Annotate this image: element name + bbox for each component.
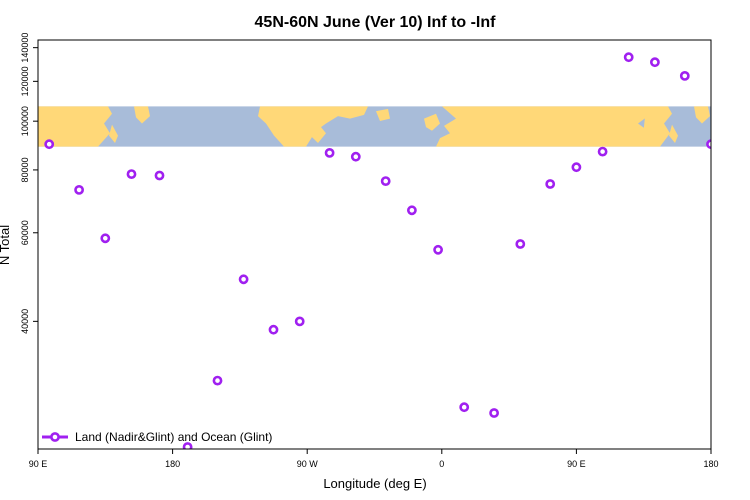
data-point xyxy=(100,233,111,244)
chart-title: 45N-60N June (Ver 10) Inf to -Inf xyxy=(255,14,497,31)
land-kamchatka-repeat xyxy=(694,106,710,124)
legend-label: Land (Nadir&Glint) and Ocean (Glint) xyxy=(75,430,272,444)
data-point xyxy=(212,375,223,386)
y-axis-label: N Total xyxy=(0,225,12,265)
land-great-lakes-region xyxy=(308,125,326,143)
x-tick-label: 0 xyxy=(439,459,444,469)
land-north-america xyxy=(258,106,368,147)
data-point xyxy=(238,274,249,285)
data-point xyxy=(489,408,499,418)
x-tick-label: 180 xyxy=(165,459,180,469)
world-map-band xyxy=(38,106,711,147)
legend-marker xyxy=(50,432,60,442)
y-tick-label: 80000 xyxy=(20,157,30,182)
land-newfoundland xyxy=(376,108,390,122)
land-asia xyxy=(38,106,112,147)
plot-frame xyxy=(37,39,712,450)
x-tick-label: 180 xyxy=(703,459,718,469)
y-tick-label: 140000 xyxy=(20,33,30,63)
land-japan-repeat xyxy=(669,124,678,143)
data-point xyxy=(571,162,582,173)
y-tick-label: 100000 xyxy=(20,106,30,136)
data-points xyxy=(44,52,711,449)
data-point xyxy=(623,52,634,63)
y-tick-label: 120000 xyxy=(20,66,30,96)
data-point xyxy=(74,184,84,195)
x-axis-label: Longitude (deg E) xyxy=(323,476,426,491)
data-point xyxy=(350,151,361,162)
data-point xyxy=(182,442,193,449)
data-point xyxy=(126,169,137,179)
data-point xyxy=(268,324,279,335)
data-point xyxy=(433,244,443,255)
data-point xyxy=(459,402,470,413)
x-tick-label: 90 E xyxy=(29,459,48,469)
data-point xyxy=(597,146,608,157)
data-point xyxy=(44,139,55,150)
data-point xyxy=(706,139,711,150)
y-axis-ticks: 40000 60000 80000 100000 120000 140000 xyxy=(20,33,38,334)
data-point xyxy=(380,176,391,186)
data-point xyxy=(545,179,556,189)
data-point xyxy=(650,57,660,68)
x-tick-label: 90 E xyxy=(567,459,586,469)
x-tick-label: 90 W xyxy=(297,459,319,469)
data-point xyxy=(154,170,165,181)
land-japan xyxy=(109,124,118,143)
y-tick-label: 60000 xyxy=(20,220,30,245)
legend: Land (Nadir&Glint) and Ocean (Glint) xyxy=(42,430,272,444)
land-eurasia xyxy=(436,106,648,147)
map-land xyxy=(38,106,710,147)
data-point xyxy=(324,148,335,158)
data-point xyxy=(515,239,526,249)
land-britain xyxy=(424,113,440,131)
data-point xyxy=(679,71,690,81)
land-kamchatka xyxy=(134,106,150,124)
y-tick-label: 40000 xyxy=(20,309,30,334)
data-point xyxy=(406,205,417,216)
land-east-asia xyxy=(642,106,672,147)
plot-area xyxy=(38,52,711,449)
x-axis-ticks: 90 E 180 90 W 0 90 E 180 xyxy=(29,449,719,469)
data-point xyxy=(294,316,305,327)
